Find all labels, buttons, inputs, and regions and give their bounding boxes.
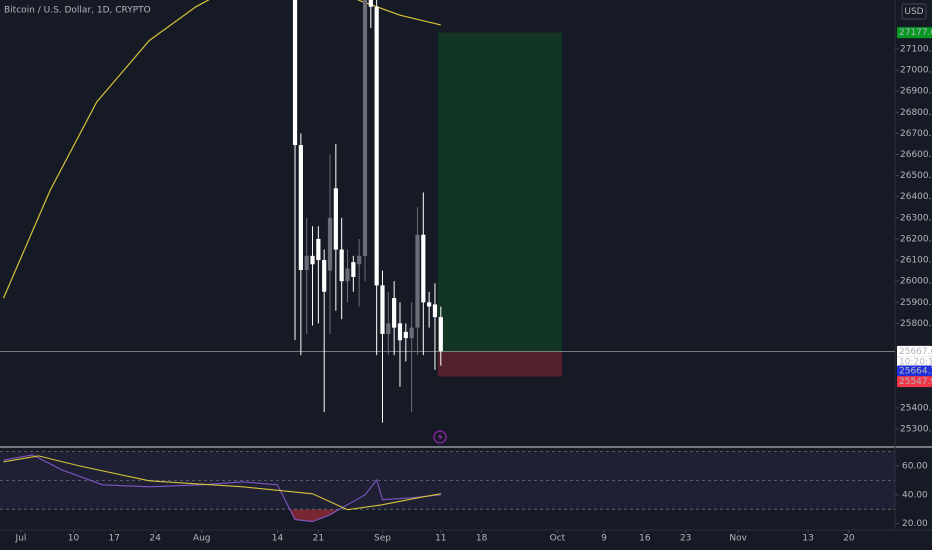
- candle-body: [368, 0, 373, 7]
- rsi-line: [3, 454, 441, 523]
- x-tick-label: Sep: [374, 534, 391, 544]
- candle-body: [427, 302, 432, 307]
- x-tick-label: 16: [639, 534, 651, 544]
- rsi-y-tick-label: 20.00: [902, 519, 928, 529]
- x-tick-label: 23: [680, 534, 691, 544]
- candle-body: [298, 145, 303, 270]
- candle-body: [374, 6, 379, 286]
- candle-body: [386, 323, 391, 334]
- x-tick-label: Jul: [15, 534, 27, 544]
- last-price-label-bg: [897, 345, 932, 357]
- candle-body: [292, 0, 298, 146]
- x-tick-label: 18: [476, 534, 488, 544]
- x-tick-label: 24: [149, 534, 161, 544]
- x-tick-label: 20: [843, 534, 855, 544]
- candle-body: [316, 238, 321, 261]
- oversold-fill-group: [289, 509, 339, 522]
- last-price-label: 25667.68: [899, 347, 932, 357]
- y-tick-label: 25400.00: [900, 403, 932, 413]
- x-tick-label: 9: [601, 534, 607, 544]
- x-tick-label: 10: [68, 534, 80, 544]
- event-icon[interactable]: [433, 430, 447, 444]
- y-tick-label: 26200.00: [900, 234, 932, 244]
- y-tick-label: 26400.00: [900, 192, 932, 202]
- candle-body: [310, 255, 315, 265]
- main-pane: [0, 0, 895, 423]
- candle-body: [415, 234, 420, 328]
- chart-title: Bitcoin / U.S. Dollar, 1D, CRYPTO: [4, 6, 151, 16]
- oversold-fill: [289, 509, 339, 522]
- profit-zone: [437, 32, 563, 353]
- rsi-ma-line: [3, 455, 441, 511]
- rsi-y-tick-label: 60.00: [902, 461, 928, 471]
- x-tick-label: 21: [313, 534, 324, 544]
- event-icon-bolt: [438, 432, 443, 442]
- target-label-bg: [897, 27, 932, 39]
- candle-body: [380, 285, 385, 334]
- candle-body: [339, 249, 344, 282]
- x-tick-label: 14: [272, 534, 284, 544]
- y-tick-label: 25900.00: [900, 298, 932, 308]
- x-tick-label: Nov: [729, 534, 747, 544]
- countdown-bg: [897, 356, 932, 367]
- candle-body: [304, 255, 309, 270]
- candle-body: [351, 262, 356, 277]
- x-tick-label: Oct: [550, 534, 566, 544]
- axes: 27100.00 27000.00 26900.00 26800.00 26700.00…: [15, 27, 932, 544]
- y-tick-label: 26300.00: [900, 213, 932, 223]
- candle-body: [409, 327, 414, 339]
- x-tick-label: 17: [109, 534, 120, 544]
- y-tick-label: 25300.00: [900, 424, 932, 434]
- candle-body: [345, 268, 350, 282]
- y-tick-label: 27000.00: [900, 66, 932, 76]
- x-tick-label: Aug: [193, 534, 211, 544]
- y-tick-label: 26500.00: [900, 171, 932, 181]
- loss-zone: [437, 352, 563, 377]
- countdown: 10:20:13: [899, 357, 932, 367]
- entry-label: 25664.36: [899, 367, 932, 377]
- candle-body: [421, 234, 426, 303]
- y-tick-label: 26800.00: [900, 108, 932, 118]
- candle-body: [333, 188, 338, 250]
- x-tick-label: 13: [802, 534, 813, 544]
- y-tick-label: 26100.00: [900, 256, 932, 266]
- currency-button[interactable]: [901, 3, 927, 20]
- y-tick-label: 26700.00: [900, 129, 932, 139]
- candle-body: [327, 217, 333, 271]
- candle-body: [322, 260, 327, 292]
- rsi-pane: [0, 451, 895, 523]
- y-tick-label: 25800.00: [900, 319, 932, 329]
- y-tick-label: 27100.00: [900, 44, 932, 54]
- candle-body: [357, 255, 362, 265]
- stop-label-bg: [897, 376, 932, 388]
- y-tick-label: 26000.00: [900, 277, 932, 287]
- entry-label-bg: [897, 365, 932, 377]
- y-tick-label: 26900.00: [900, 87, 932, 97]
- candle-body: [392, 298, 397, 328]
- y-tick-label: 26600.00: [900, 150, 932, 160]
- candle-body: [438, 317, 443, 352]
- stop-label: 25547.99: [899, 377, 932, 387]
- currency-label[interactable]: USD: [904, 7, 923, 17]
- candle-body: [432, 304, 438, 318]
- candle-body: [362, 0, 368, 256]
- target-label: 27177.60: [899, 28, 932, 38]
- candle-body: [397, 323, 403, 341]
- x-tick-label: 11: [435, 534, 446, 544]
- rsi-y-tick-label: 40.00: [902, 490, 928, 500]
- candle-body: [403, 331, 408, 339]
